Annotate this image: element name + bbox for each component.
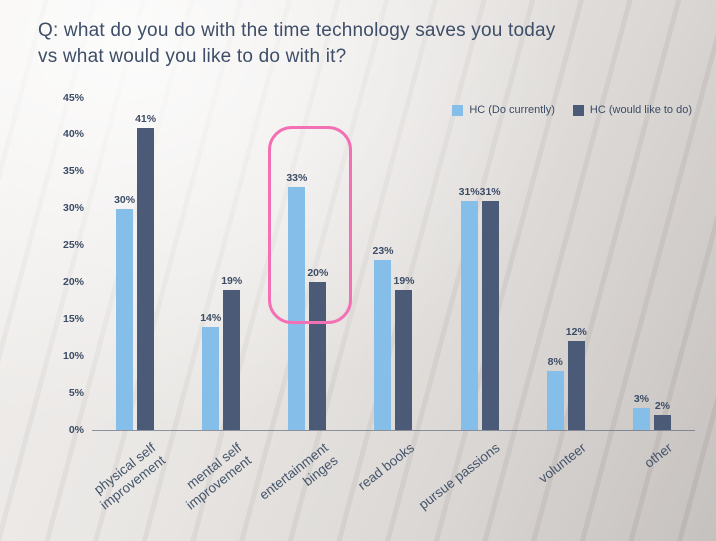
category-label: mental self improvement	[183, 440, 255, 513]
bar-wrap: 2%	[653, 98, 671, 430]
bar-wrap: 33%	[286, 98, 308, 430]
category-label: entertainment binges	[256, 440, 341, 503]
bar-value-label: 31%	[479, 186, 501, 199]
y-tick-label: 40%	[62, 128, 84, 141]
bar-wrap: 3%	[632, 98, 650, 430]
bar-wrap: 19%	[221, 98, 243, 430]
bar-value-label: 30%	[114, 193, 136, 206]
plot-area: 30% 41% physical self improvement 14% 19% men…	[91, 98, 695, 513]
y-tick-label: 10%	[62, 349, 84, 362]
bar-value-label: 31%	[458, 186, 480, 199]
bar-value-label: 19%	[393, 274, 415, 287]
bar-do-currently	[374, 260, 392, 430]
bar-wrap: 31%	[458, 98, 480, 430]
bar-group: 8% 12% volunteer	[523, 98, 609, 486]
bar-wrap: 12%	[565, 98, 587, 430]
bar-group: 23% 19% read books	[350, 98, 436, 493]
bar-would-like-to-do	[223, 289, 241, 430]
bar-group: 30% 41% physical self improvement	[91, 98, 178, 513]
bar-do-currently	[288, 186, 306, 430]
legend-swatch	[452, 104, 464, 116]
chart-title: Q: what do you do with the time technolo…	[38, 20, 556, 67]
y-tick-label: 0%	[68, 423, 84, 436]
bar-group: 33% 20% entertainment binges	[256, 98, 350, 503]
bar-wrap: 8%	[546, 98, 564, 430]
bar-value-label: 3%	[633, 392, 649, 405]
legend-item: HC (Do currently)	[452, 104, 555, 116]
category-label: volunteer	[536, 440, 590, 487]
category-label: read books	[354, 440, 417, 493]
legend: HC (Do currently) HC (would like to do)	[452, 104, 692, 116]
bar-group: 31% 31% pursue passions	[416, 98, 523, 512]
y-tick-label: 25%	[62, 239, 84, 252]
bar-would-like-to-do	[137, 127, 155, 430]
bar-do-currently	[116, 208, 134, 430]
bar-value-label: 14%	[200, 311, 222, 324]
legend-label: HC (Do currently)	[469, 104, 555, 116]
bar-wrap: 31%	[479, 98, 501, 430]
bar-wrap: 41%	[135, 98, 157, 430]
bar-do-currently	[460, 201, 478, 430]
category-label: physical self improvement	[91, 440, 169, 513]
bar-group: 14% 19% mental self improvement	[178, 98, 264, 513]
bar-group: 3% 2% other	[609, 98, 695, 471]
bar-wrap: 23%	[372, 98, 394, 430]
y-axis: 45% 40% 35% 30% 25% 20% 15% 10% 5% 0%	[30, 92, 84, 436]
bar-would-like-to-do	[395, 289, 413, 430]
bar-value-label: 8%	[547, 355, 563, 368]
bar-value-label: 20%	[307, 267, 329, 280]
category-label: pursue passions	[416, 440, 503, 513]
bar-value-label: 23%	[372, 245, 394, 258]
bar-do-currently	[632, 407, 650, 430]
bar-wrap: 19%	[393, 98, 415, 430]
bar-value-label: 12%	[565, 326, 587, 339]
bar-value-label: 33%	[286, 171, 308, 184]
bar-would-like-to-do	[653, 415, 671, 430]
y-tick-label: 35%	[62, 165, 84, 178]
y-tick-label: 45%	[62, 91, 84, 104]
bar-would-like-to-do	[481, 201, 499, 430]
bar-do-currently	[546, 370, 564, 430]
y-tick-label: 20%	[62, 275, 84, 288]
bar-would-like-to-do	[309, 282, 327, 430]
bar-would-like-to-do	[567, 341, 585, 430]
bar-value-label: 2%	[654, 400, 670, 413]
bar-wrap: 30%	[114, 98, 136, 430]
category-label: other	[641, 440, 676, 471]
y-tick-label: 30%	[62, 202, 84, 215]
bar-value-label: 19%	[221, 274, 243, 287]
y-tick-label: 5%	[68, 386, 84, 399]
bar-value-label: 41%	[135, 112, 157, 125]
y-tick-label: 15%	[62, 312, 84, 325]
bar-do-currently	[202, 326, 220, 430]
legend-item: HC (would like to do)	[572, 104, 692, 116]
legend-label: HC (would like to do)	[589, 104, 692, 116]
legend-swatch	[572, 104, 584, 116]
bar-wrap: 20%	[307, 98, 329, 430]
bar-wrap: 14%	[200, 98, 222, 430]
